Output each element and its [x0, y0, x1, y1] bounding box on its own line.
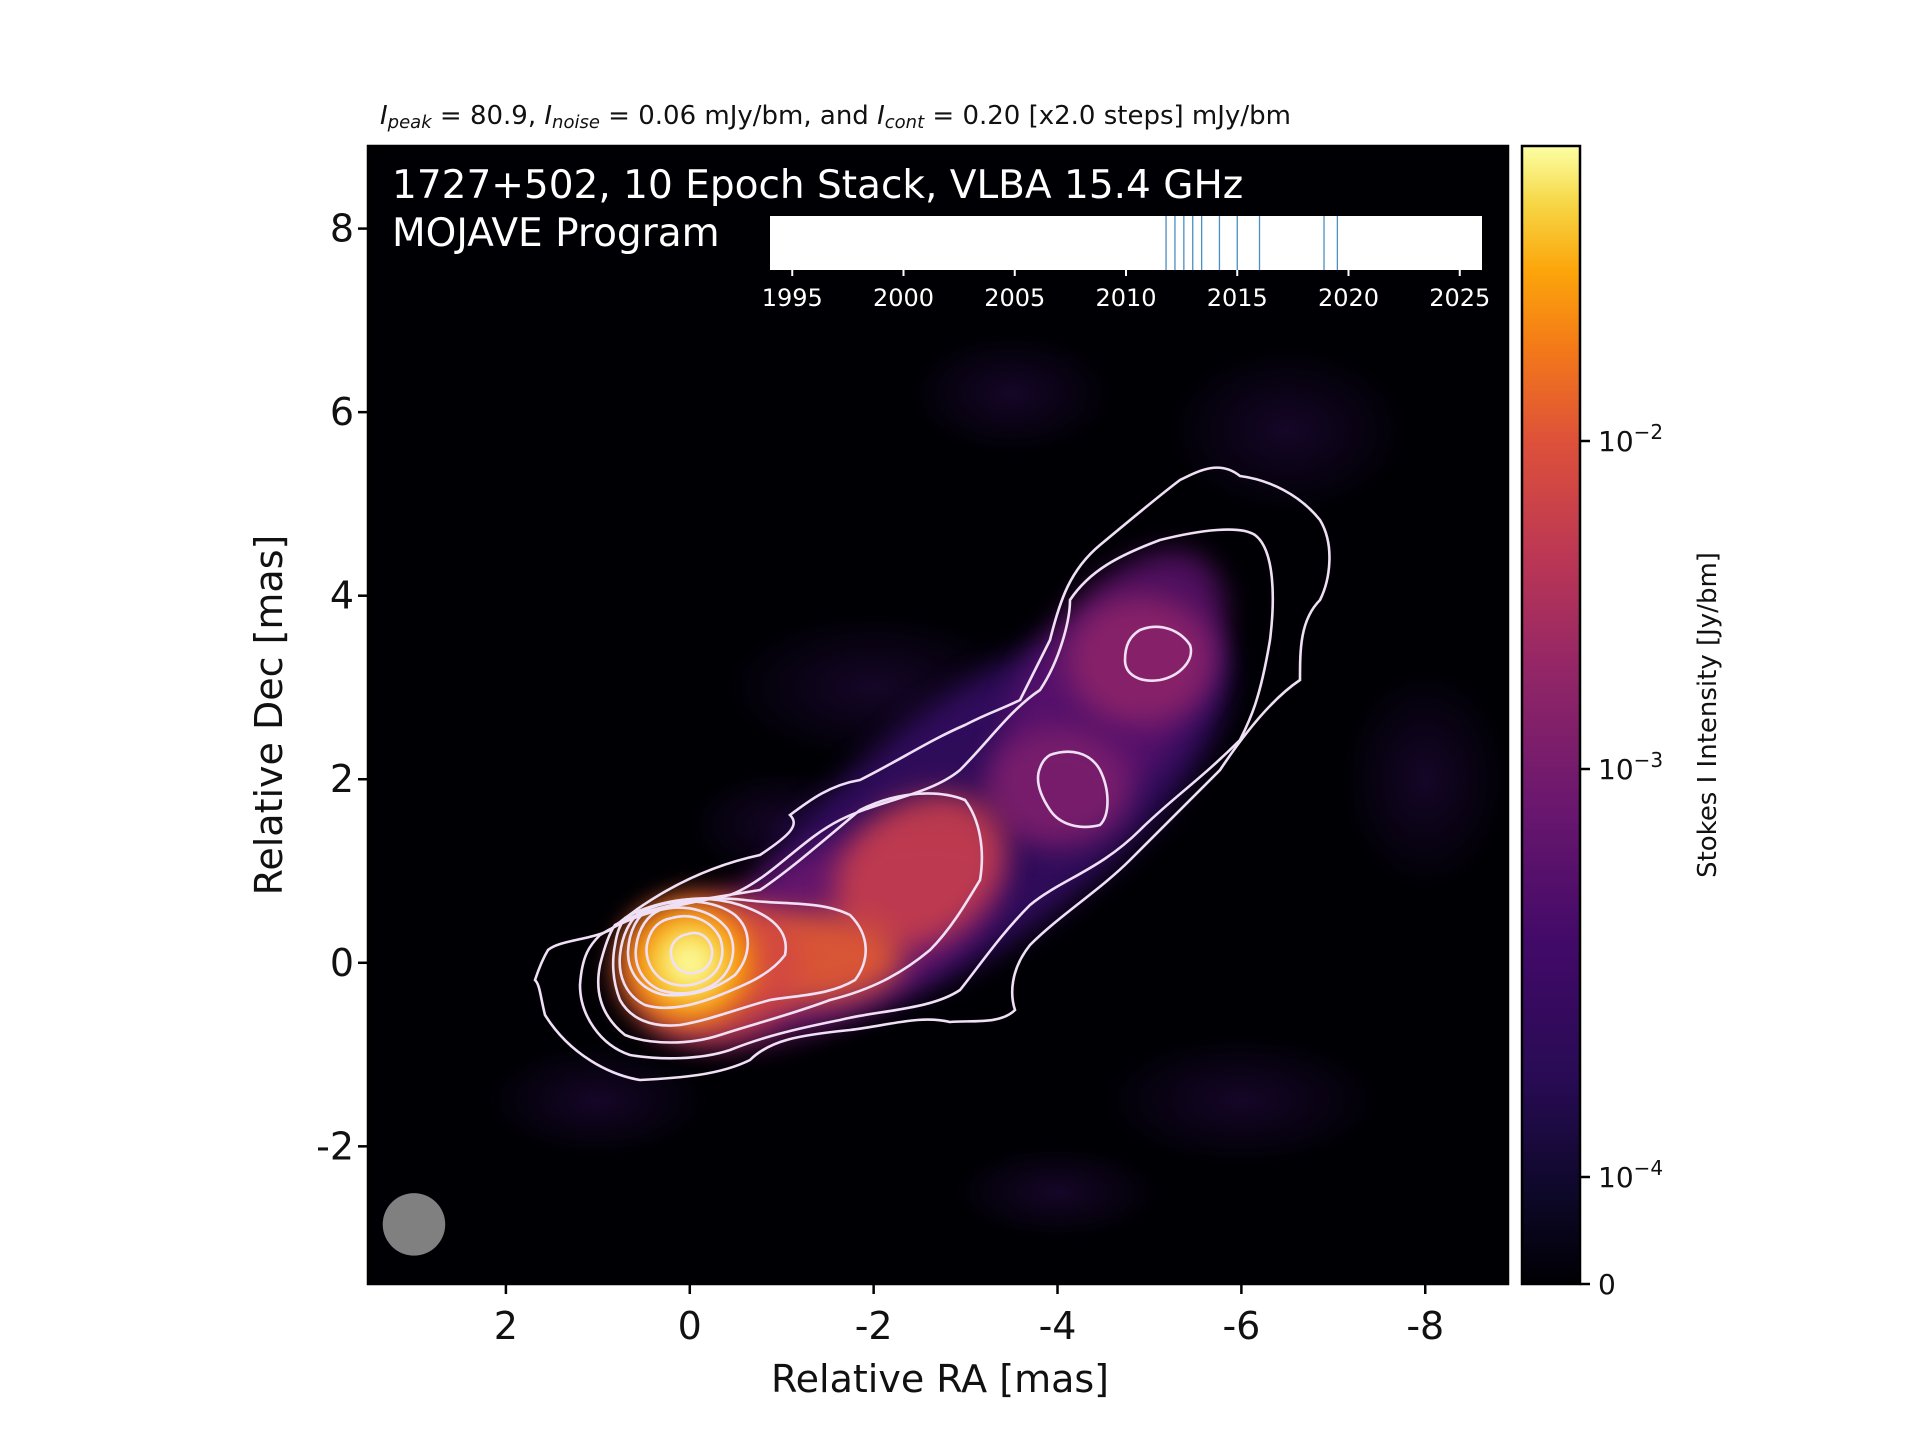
x-tick-label: -2	[855, 1304, 893, 1348]
y-tick-label: 4	[330, 574, 354, 618]
epoch-markers	[1165, 216, 1339, 270]
contour-level-1	[533, 466, 1331, 1082]
timeline-tick-label: 2020	[1318, 284, 1379, 312]
diffuse-patch-7	[1342, 668, 1508, 890]
y-tick-label: 2	[330, 757, 354, 801]
colorbar	[1522, 146, 1580, 1284]
timeline-tick-label: 2010	[1095, 284, 1156, 312]
diffuse-patch-3	[1103, 1036, 1380, 1165]
timeline-tick-label: 1995	[762, 284, 823, 312]
contour-level-3	[596, 792, 984, 1044]
timeline-tick-label: 2015	[1207, 284, 1268, 312]
map-frame	[366, 144, 1510, 1286]
epoch-timeline-axis: 1995 2000 2005 2010 2015 2020 2025	[762, 270, 1490, 312]
epoch-timeline-box	[770, 216, 1482, 270]
colorbar-tick-label: 0	[1598, 1268, 1616, 1301]
colorbar-tick-label: 10−4	[1598, 1156, 1663, 1194]
contour-level-5	[618, 897, 788, 1010]
contour-island-a	[1036, 750, 1109, 829]
contour-level-4	[611, 896, 867, 1027]
restoring-beam	[382, 1193, 446, 1256]
x-tick-label: -4	[1039, 1304, 1077, 1348]
contour-level-8	[645, 915, 724, 987]
image-statistics-title: Ipeak = 80.9, Inoise = 0.06 mJy/bm, and …	[380, 101, 1291, 133]
x-axis-label: Relative RA [mas]	[771, 1357, 1109, 1401]
x-tick-label: 0	[678, 1304, 702, 1348]
colorbar-axis: 10−2 10−3 10−4 0	[1580, 420, 1663, 1301]
x-tick-label: 2	[494, 1304, 518, 1348]
timeline-tick-label: 2005	[984, 284, 1045, 312]
emission-blob-11	[666, 939, 713, 986]
x-tick-label: -6	[1222, 1304, 1260, 1348]
diffuse-patch-5	[910, 334, 1113, 454]
contour-set	[533, 466, 1331, 1082]
y-tick-label: 8	[330, 207, 354, 251]
diffuse-patch-6	[487, 1045, 709, 1156]
y-tick-label: 0	[330, 941, 354, 985]
emission-blob-4	[1066, 595, 1214, 725]
y-axis: 8 6 4 2 0 -2	[316, 207, 368, 1168]
contour-level-6	[626, 900, 749, 997]
x-axis: 2 0 -2 -4 -6 -8	[494, 1284, 1444, 1348]
y-axis-label: Relative Dec [mas]	[247, 535, 291, 896]
contour-level-9	[669, 931, 714, 975]
colorbar-frame	[1520, 144, 1582, 1286]
x-tick-label: -8	[1406, 1304, 1444, 1348]
timeline-tick-label: 2025	[1429, 284, 1490, 312]
program-title: MOJAVE Program	[392, 211, 720, 256]
y-tick-label: -2	[316, 1124, 354, 1168]
colorbar-label: Stokes I Intensity [Jy/bm]	[1693, 552, 1723, 878]
source-title: 1727+502, 10 Epoch Stack, VLBA 15.4 GHz	[392, 163, 1243, 208]
diffuse-patch-8	[956, 1146, 1159, 1239]
contour-island-b	[1123, 625, 1193, 682]
timeline-tick-label: 2000	[873, 284, 934, 312]
contour-level-2	[578, 528, 1275, 1060]
diffuse-patch-2	[1167, 347, 1407, 514]
contour-level-7	[634, 906, 735, 995]
colorbar-tick-label: 10−3	[1598, 748, 1663, 786]
y-tick-label: 6	[330, 390, 354, 434]
emission-blob-5	[983, 728, 1132, 849]
colorbar-tick-label: 10−2	[1598, 420, 1663, 458]
